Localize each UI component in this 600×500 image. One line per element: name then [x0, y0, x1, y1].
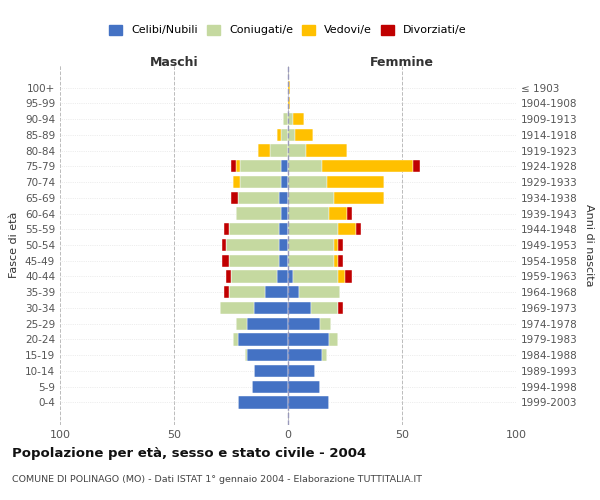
Bar: [279, 192, 288, 204]
Bar: [288, 334, 329, 345]
Y-axis label: Anni di nascita: Anni di nascita: [584, 204, 594, 286]
Bar: [238, 334, 288, 345]
Bar: [295, 128, 313, 141]
Bar: [322, 160, 413, 172]
Bar: [281, 208, 288, 220]
Bar: [299, 286, 340, 298]
Bar: [251, 380, 288, 393]
Bar: [238, 396, 288, 408]
Bar: [288, 365, 316, 377]
Bar: [288, 239, 334, 251]
Bar: [288, 144, 306, 156]
Bar: [279, 239, 288, 251]
Bar: [288, 97, 290, 110]
Bar: [240, 176, 281, 188]
Text: Maschi: Maschi: [149, 56, 199, 70]
Bar: [226, 270, 231, 282]
Bar: [338, 223, 356, 235]
Bar: [247, 318, 288, 330]
Bar: [338, 239, 343, 251]
Bar: [270, 144, 288, 156]
Bar: [233, 176, 240, 188]
Bar: [288, 176, 327, 188]
Bar: [338, 254, 343, 267]
Bar: [236, 318, 247, 330]
Bar: [281, 176, 288, 188]
Bar: [231, 192, 238, 204]
Bar: [288, 82, 290, 94]
Bar: [220, 302, 254, 314]
Bar: [238, 192, 279, 204]
Bar: [288, 128, 295, 141]
Bar: [224, 223, 229, 235]
Bar: [293, 270, 338, 282]
Bar: [338, 270, 345, 282]
Bar: [222, 239, 226, 251]
Bar: [224, 286, 229, 298]
Bar: [288, 396, 329, 408]
Text: Femmine: Femmine: [370, 56, 434, 70]
Bar: [245, 349, 247, 362]
Bar: [334, 239, 338, 251]
Bar: [320, 318, 331, 330]
Bar: [229, 223, 279, 235]
Bar: [322, 349, 327, 362]
Bar: [279, 254, 288, 267]
Bar: [288, 192, 334, 204]
Text: COMUNE DI POLINAGO (MO) - Dati ISTAT 1° gennaio 2004 - Elaborazione TUTTITALIA.I: COMUNE DI POLINAGO (MO) - Dati ISTAT 1° …: [12, 476, 422, 484]
Bar: [288, 160, 322, 172]
Bar: [226, 239, 279, 251]
Bar: [265, 286, 288, 298]
Bar: [334, 254, 338, 267]
Bar: [229, 286, 265, 298]
Bar: [288, 254, 334, 267]
Bar: [288, 286, 299, 298]
Bar: [222, 254, 229, 267]
Bar: [281, 160, 288, 172]
Bar: [345, 270, 352, 282]
Bar: [236, 160, 240, 172]
Bar: [277, 270, 288, 282]
Bar: [236, 208, 281, 220]
Bar: [231, 270, 277, 282]
Y-axis label: Fasce di età: Fasce di età: [10, 212, 19, 278]
Bar: [281, 128, 288, 141]
Text: Popolazione per età, sesso e stato civile - 2004: Popolazione per età, sesso e stato civil…: [12, 448, 366, 460]
Bar: [356, 223, 361, 235]
Bar: [293, 113, 304, 125]
Bar: [288, 270, 293, 282]
Bar: [247, 349, 288, 362]
Bar: [254, 365, 288, 377]
Bar: [306, 144, 347, 156]
Bar: [288, 349, 322, 362]
Bar: [229, 254, 279, 267]
Bar: [283, 113, 288, 125]
Bar: [288, 208, 329, 220]
Bar: [338, 302, 343, 314]
Bar: [311, 302, 338, 314]
Bar: [329, 334, 338, 345]
Bar: [413, 160, 420, 172]
Bar: [288, 302, 311, 314]
Bar: [279, 223, 288, 235]
Bar: [254, 302, 288, 314]
Bar: [231, 160, 236, 172]
Bar: [259, 144, 270, 156]
Bar: [288, 318, 320, 330]
Bar: [288, 113, 293, 125]
Bar: [277, 128, 281, 141]
Bar: [347, 208, 352, 220]
Bar: [327, 176, 384, 188]
Bar: [240, 160, 281, 172]
Bar: [233, 334, 238, 345]
Bar: [334, 192, 384, 204]
Bar: [288, 380, 320, 393]
Bar: [288, 223, 338, 235]
Legend: Celibi/Nubili, Coniugati/e, Vedovi/e, Divorziati/e: Celibi/Nubili, Coniugati/e, Vedovi/e, Di…: [105, 20, 471, 40]
Bar: [329, 208, 347, 220]
